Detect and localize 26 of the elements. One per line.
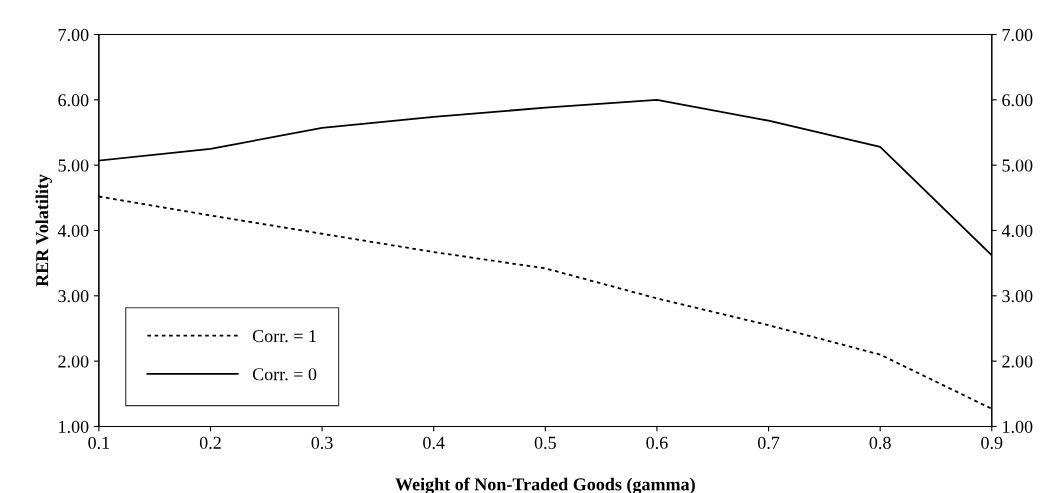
y-tick-label: 4.00	[57, 224, 89, 237]
x-tick-label: 0.6	[646, 436, 668, 449]
y-tick-label: 3.00	[58, 290, 89, 303]
y2-tick-label: 3.00	[1002, 290, 1033, 303]
x-tick-label: 0.3	[311, 436, 333, 449]
y-tick-label: 1.00	[59, 420, 89, 433]
y-tick-label: 6.00	[58, 94, 89, 107]
x-tick-label: 0.4	[423, 436, 445, 449]
x-tick-label: 0.1	[88, 436, 110, 449]
x-tick-label: 0.9	[981, 436, 1003, 449]
y2-tick-label: 7.00	[1002, 28, 1033, 42]
y-axis-title: RER Volatility	[35, 174, 52, 287]
legend-label: Corr. = 0	[252, 368, 317, 381]
y2-tick-label: 5.00	[1002, 159, 1033, 172]
y-tick-label: 7.00	[58, 28, 89, 42]
legend-label: Corr. = 1	[252, 330, 316, 343]
x-tick-label: 0.7	[757, 436, 780, 449]
x-tick-label: 0.8	[869, 436, 891, 449]
y-tick-label: 2.00	[58, 355, 89, 368]
y2-tick-label: 6.00	[1002, 94, 1033, 107]
y2-tick-label: 4.00	[1001, 224, 1033, 237]
y2-tick-label: 1.00	[1003, 420, 1033, 433]
y2-tick-label: 2.00	[1002, 355, 1033, 368]
x-tick-label: 0.5	[534, 436, 556, 449]
y-tick-label: 5.00	[58, 159, 89, 172]
x-tick-label: 0.2	[199, 436, 221, 449]
